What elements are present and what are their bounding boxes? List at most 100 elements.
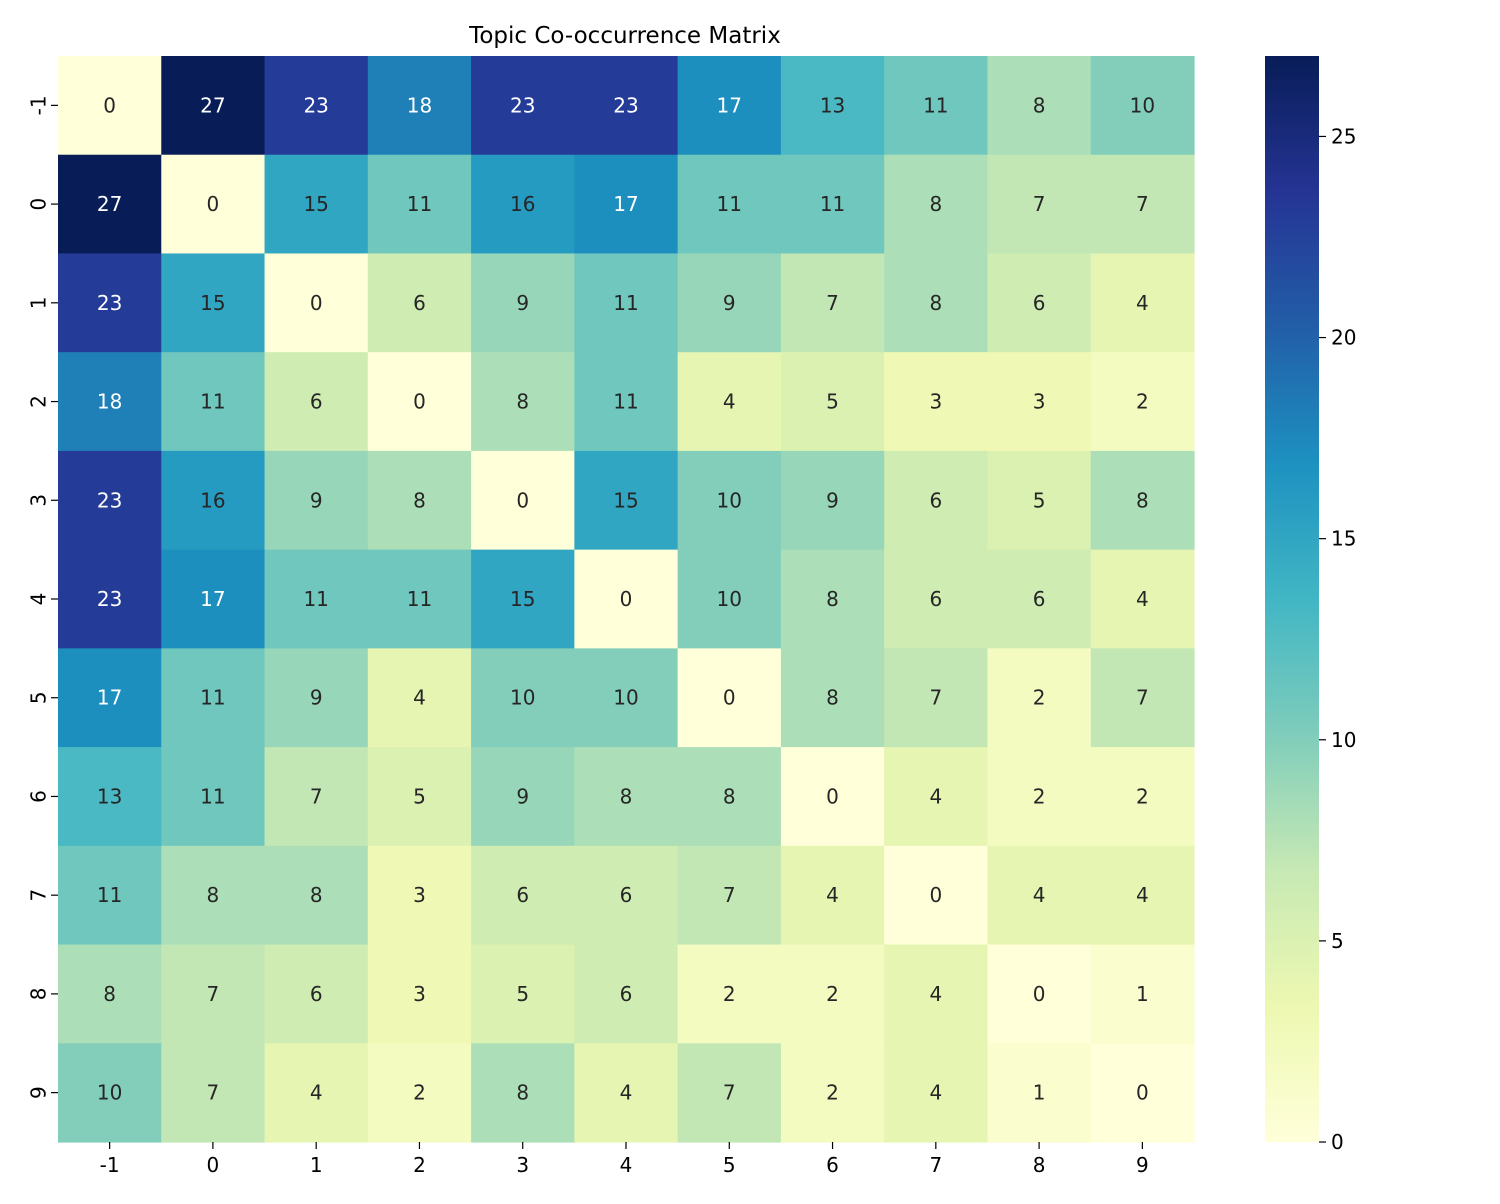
cell-value-label: 1	[1136, 982, 1149, 1006]
heatmap-cell	[367, 1043, 472, 1143]
heatmap-cell	[1090, 944, 1195, 1044]
heatmap-cell	[677, 944, 782, 1044]
heatmap-cell	[987, 747, 1092, 847]
colorbar: 0 5 10 15 20 25	[1265, 56, 1356, 1154]
heatmap-cell	[780, 1043, 885, 1143]
cell-value-label: 0	[620, 587, 633, 611]
cell-value-label: 9	[310, 488, 323, 512]
cell-value-label: 9	[826, 488, 839, 512]
cell-value-label: 5	[826, 390, 839, 414]
heatmap-cell	[1090, 450, 1195, 551]
heatmap-cell	[161, 56, 266, 156]
cell-value-label: 6	[620, 982, 633, 1006]
heatmap-cell	[367, 747, 472, 847]
cell-value-label: 4	[1136, 883, 1149, 907]
cell-value-label: 11	[717, 192, 742, 216]
heatmap-cell	[367, 154, 472, 255]
cell-value-label: 11	[303, 587, 328, 611]
heatmap-cell	[367, 352, 472, 452]
x-tick-label: 3	[516, 1153, 529, 1177]
cell-value-label: 8	[310, 883, 323, 907]
heatmap-cell	[264, 648, 369, 748]
heatmap-cell	[367, 648, 472, 748]
heatmap-cell	[987, 845, 1092, 946]
cell-value-label: 8	[207, 883, 220, 907]
heatmap-cell	[574, 747, 679, 847]
cell-value-label: 0	[826, 784, 839, 808]
heatmap-cell	[161, 352, 266, 452]
cell-value-label: 4	[620, 1081, 633, 1105]
cell-value-label: 3	[413, 883, 426, 907]
cell-value-label: 6	[310, 982, 323, 1006]
cell-value-label: 0	[1136, 1081, 1149, 1105]
cell-value-label: 8	[413, 488, 426, 512]
cell-value-label: 0	[516, 488, 529, 512]
cell-value-label: 0	[310, 291, 323, 315]
cell-value-label: 17	[717, 93, 742, 117]
heatmap-cell	[161, 747, 266, 847]
heatmap-cell	[884, 944, 989, 1044]
heatmap-cell	[677, 253, 782, 353]
heatmap-cell	[264, 549, 369, 649]
cell-value-label: 0	[103, 93, 116, 117]
heatmap-cell	[780, 747, 885, 847]
cell-value-label: 17	[97, 686, 122, 710]
cell-value-label: 6	[310, 390, 323, 414]
heatmap-cell	[264, 747, 369, 847]
heatmap-cell	[161, 944, 266, 1044]
heatmap-cell	[987, 154, 1092, 255]
colorbar-gradient	[1265, 56, 1319, 1142]
cell-value-label: 10	[717, 587, 742, 611]
cell-value-label: 5	[516, 982, 529, 1006]
cell-value-label: 4	[929, 784, 942, 808]
y-tick-label: 0	[27, 198, 51, 211]
cell-value-label: 11	[97, 883, 122, 907]
y-tick-label: 8	[27, 988, 51, 1001]
heatmap-cell	[987, 450, 1092, 551]
cell-value-label: 3	[929, 390, 942, 414]
cell-value-label: 0	[929, 883, 942, 907]
x-tick-label: 4	[620, 1153, 633, 1177]
cell-value-label: 8	[826, 686, 839, 710]
cell-value-label: 6	[413, 291, 426, 315]
cell-value-label: 15	[303, 192, 328, 216]
cell-value-label: 8	[516, 1081, 529, 1105]
heatmap-cell	[264, 450, 369, 551]
heatmap-cell	[574, 944, 679, 1044]
heatmap-cell	[884, 549, 989, 649]
heatmap-cell	[780, 450, 885, 551]
x-tick-label: 8	[1033, 1153, 1046, 1177]
cell-value-label: 7	[929, 686, 942, 710]
heatmap-cell	[884, 845, 989, 946]
heatmap-cell	[884, 1043, 989, 1143]
heatmap-cell	[884, 450, 989, 551]
colorbar-tick-label: 10	[1331, 728, 1356, 752]
colorbar-tick-label: 15	[1331, 527, 1356, 551]
heatmap-cell	[471, 944, 575, 1044]
heatmap-cell	[677, 1043, 782, 1143]
heatmap-cell	[58, 352, 162, 452]
heatmap-cell	[780, 549, 885, 649]
heatmap-cell	[264, 944, 369, 1044]
cell-value-label: 11	[613, 390, 638, 414]
heatmap-cell	[161, 154, 266, 255]
x-tick-label: 6	[826, 1153, 839, 1177]
heatmap-cell	[677, 747, 782, 847]
heatmap-cell	[471, 549, 575, 649]
heatmap-cell	[367, 549, 472, 649]
heatmap-cell	[264, 845, 369, 946]
heatmap-cell	[471, 352, 575, 452]
heatmap-cell	[677, 549, 782, 649]
cell-value-label: 8	[1033, 93, 1046, 117]
cell-value-label: 23	[97, 291, 122, 315]
cell-value-label: 7	[310, 784, 323, 808]
colorbar-tick-label: 5	[1331, 929, 1344, 953]
y-tick-label: 2	[27, 395, 51, 408]
cell-value-label: 4	[1136, 291, 1149, 315]
heatmap-cell	[780, 154, 885, 255]
cell-value-label: 1	[1033, 1081, 1046, 1105]
heatmap-cell	[161, 648, 266, 748]
cell-value-label: 7	[1136, 192, 1149, 216]
cell-value-label: 7	[723, 883, 736, 907]
chart-title: Topic Co-occurrence Matrix	[468, 23, 781, 49]
